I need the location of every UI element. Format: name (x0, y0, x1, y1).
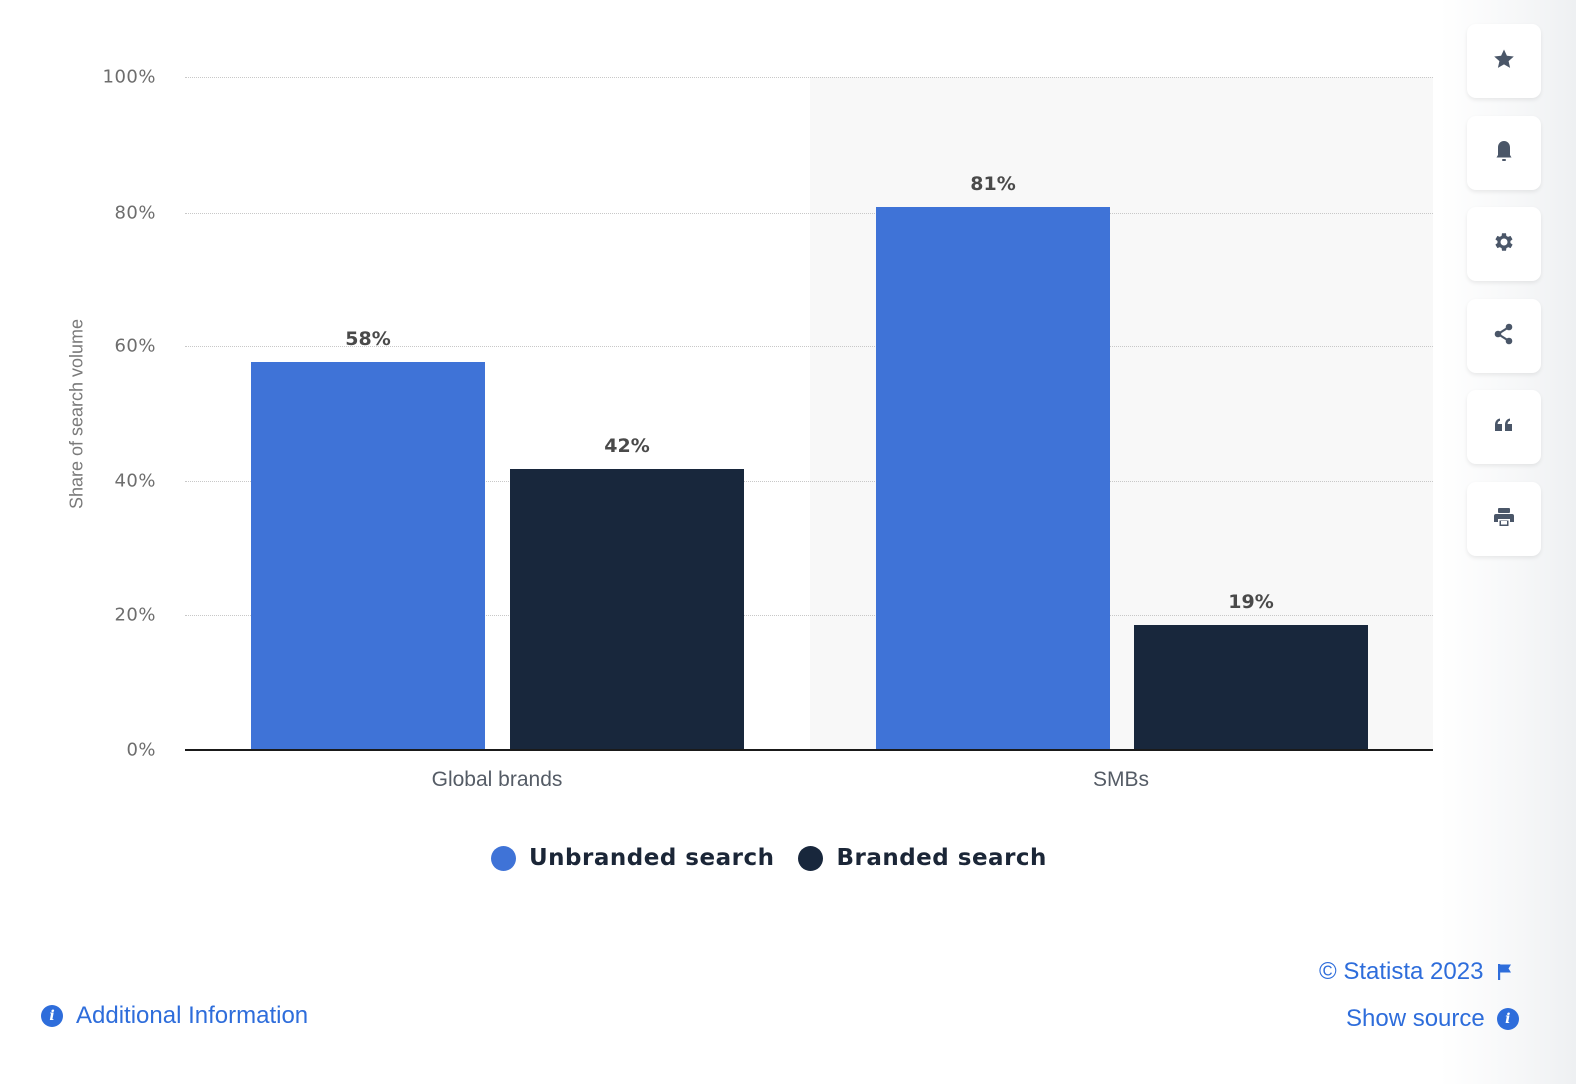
legend-item-unbranded[interactable]: Unbranded search (491, 845, 774, 871)
gridline-40 (185, 481, 1433, 482)
share-button[interactable] (1467, 299, 1541, 373)
print-icon (1492, 505, 1516, 533)
y-tick-60: 60% (114, 335, 156, 357)
star-icon (1492, 47, 1516, 75)
y-tick-80: 80% (114, 202, 156, 224)
bell-icon (1492, 139, 1516, 167)
bar-global-unbranded[interactable] (251, 362, 485, 750)
settings-button[interactable] (1467, 207, 1541, 281)
additional-information-link[interactable]: i Additional Information (41, 1002, 308, 1030)
share-icon (1492, 322, 1516, 350)
chart-legend: Unbranded search Branded search (491, 845, 1071, 871)
legend-item-branded[interactable]: Branded search (798, 845, 1046, 871)
x-label-smbs: SMBs (1092, 768, 1150, 791)
gridline-100 (185, 77, 1433, 78)
info-icon: i (41, 1005, 63, 1027)
bar-value-label: 42% (604, 435, 650, 457)
y-axis-label: Share of search volume (66, 318, 87, 510)
bar-global-branded[interactable] (510, 469, 744, 750)
bar-value-label: 58% (345, 328, 391, 350)
gridline-20 (185, 615, 1433, 616)
gridline-80 (185, 213, 1433, 214)
legend-dot-icon (798, 845, 824, 871)
bar-chart: 100% 80% 60% 40% 20% 0% Share of search … (66, 66, 1433, 871)
flag-icon (1497, 963, 1513, 981)
x-label-global-brands: Global brands (431, 768, 563, 791)
copyright-label: © Statista 2023 (1319, 958, 1484, 985)
legend-dot-icon (491, 845, 516, 871)
notification-button[interactable] (1467, 116, 1541, 190)
y-tick-100: 100% (102, 66, 156, 88)
legend-label: Branded search (836, 845, 1047, 871)
gridline-60 (185, 346, 1433, 347)
print-button[interactable] (1467, 482, 1541, 556)
info-icon: i (1496, 1008, 1519, 1030)
x-axis-line (185, 749, 1433, 751)
bar-value-label: 81% (970, 173, 1016, 195)
bar-smb-branded[interactable] (1134, 625, 1368, 750)
gear-icon (1492, 230, 1516, 258)
y-tick-20: 20% (114, 604, 156, 626)
y-tick-0: 0% (126, 739, 156, 761)
statista-copyright-link[interactable]: © Statista 2023 (1319, 958, 1513, 986)
show-source-label: Show source (1346, 1005, 1485, 1032)
bar-value-label: 19% (1228, 591, 1274, 613)
quote-icon (1492, 413, 1516, 441)
bar-smb-unbranded[interactable] (876, 207, 1110, 750)
legend-label: Unbranded search (529, 845, 775, 871)
cite-button[interactable] (1467, 390, 1541, 464)
show-source-link[interactable]: Show source i (1346, 1005, 1519, 1033)
favorite-button[interactable] (1467, 24, 1541, 98)
additional-information-label: Additional Information (76, 1002, 309, 1029)
y-tick-40: 40% (114, 470, 156, 492)
